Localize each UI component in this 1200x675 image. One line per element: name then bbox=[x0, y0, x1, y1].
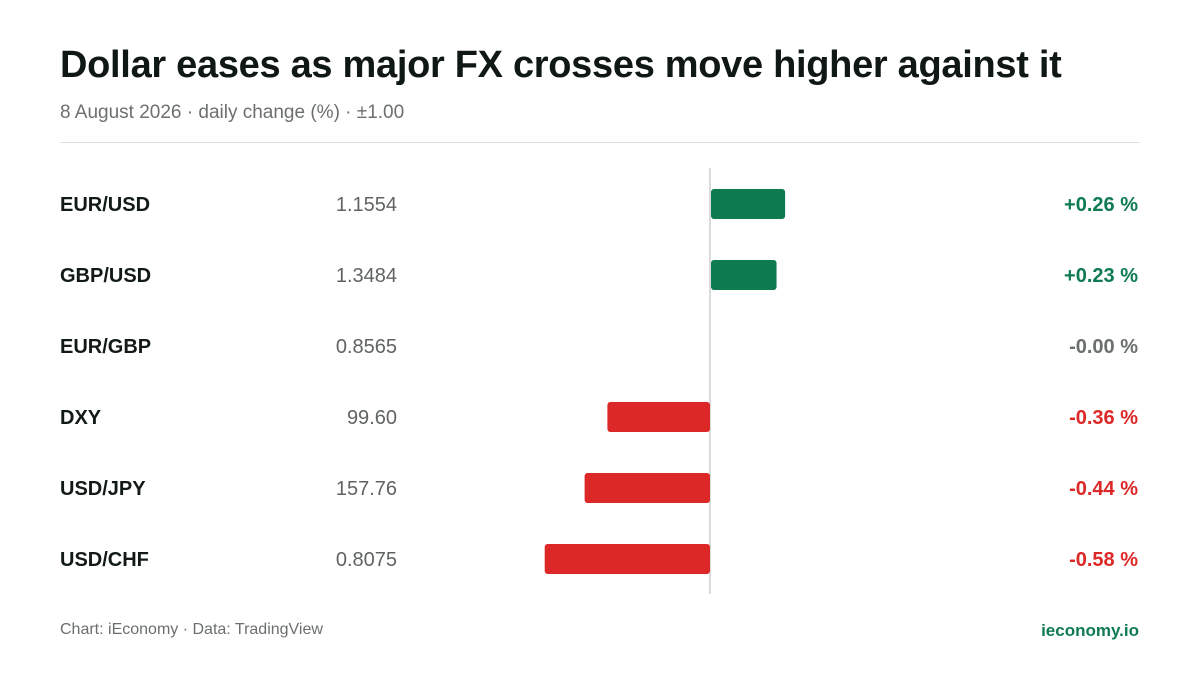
change-bar bbox=[711, 260, 777, 290]
price-value: 157.76 bbox=[336, 478, 397, 500]
brand-link[interactable]: ieconomy.io bbox=[1041, 621, 1139, 640]
header-divider bbox=[60, 142, 1140, 143]
change-value-label: +0.23 % bbox=[1064, 265, 1138, 287]
chart-subtitle: 8 August 2026 · daily change (%) · ±1.00 bbox=[60, 102, 405, 123]
change-value-label: -0.36 % bbox=[1069, 407, 1138, 429]
pair-label: USD/CHF bbox=[60, 549, 149, 571]
pair-label: DXY bbox=[60, 407, 102, 429]
price-value: 1.1554 bbox=[336, 194, 397, 216]
change-value-label: -0.00 % bbox=[1069, 336, 1138, 358]
price-value: 1.3484 bbox=[336, 265, 397, 287]
change-bar bbox=[607, 402, 710, 432]
pair-label: GBP/USD bbox=[60, 265, 151, 287]
pair-label: EUR/USD bbox=[60, 194, 150, 216]
change-value-label: -0.44 % bbox=[1069, 478, 1138, 500]
price-value: 0.8565 bbox=[336, 336, 397, 358]
source-credit: Chart: iEconomy · Data: TradingView bbox=[60, 621, 323, 638]
pair-label: USD/JPY bbox=[60, 478, 146, 500]
chart-title: Dollar eases as major FX crosses move hi… bbox=[60, 44, 1062, 86]
change-value-label: -0.58 % bbox=[1069, 549, 1138, 571]
change-value-label: +0.26 % bbox=[1064, 194, 1138, 216]
pair-label: EUR/GBP bbox=[60, 336, 151, 358]
change-bar bbox=[711, 189, 786, 219]
price-value: 99.60 bbox=[347, 407, 397, 429]
price-value: 0.8075 bbox=[336, 549, 397, 571]
change-bar bbox=[584, 473, 710, 503]
change-bar bbox=[544, 544, 710, 574]
